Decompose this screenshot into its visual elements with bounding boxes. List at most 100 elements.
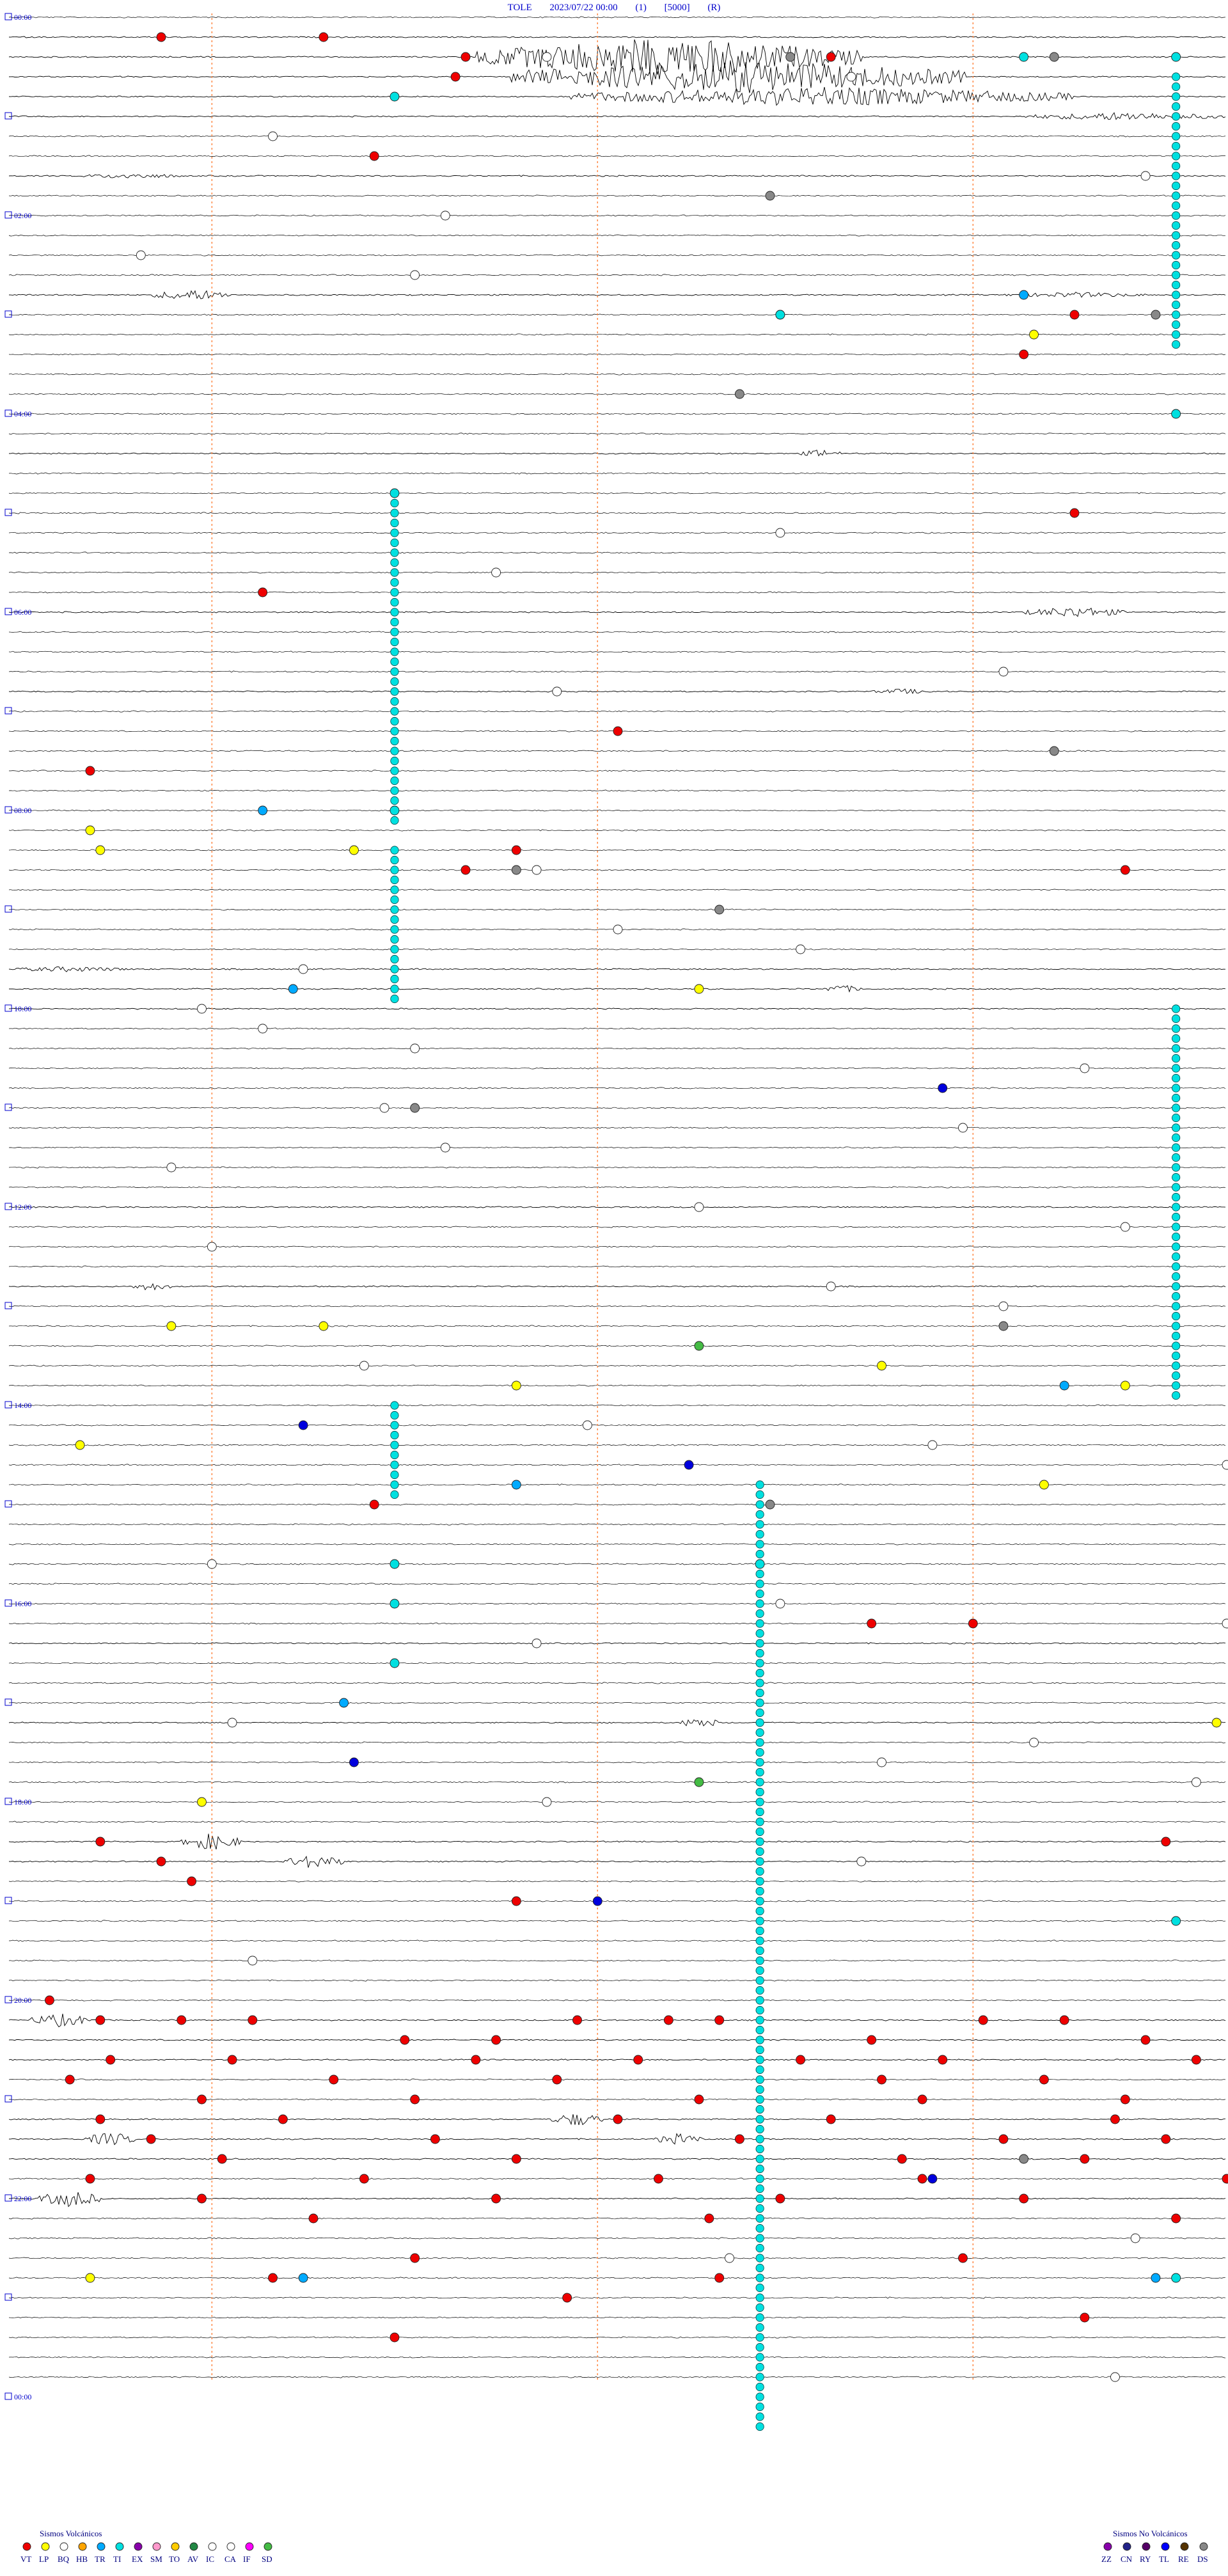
hour-label: 14:00 <box>14 1401 31 1410</box>
tremor-marker <box>755 2214 764 2223</box>
trace-row <box>8 1979 1226 1982</box>
trace-row <box>8 1087 1226 1089</box>
event-marker-lp <box>85 2273 95 2283</box>
tremor-marker <box>755 1718 764 1727</box>
event-marker-ic <box>410 270 420 280</box>
event-marker-ic <box>227 1718 237 1728</box>
tremor-marker <box>390 548 399 557</box>
event-marker-vt <box>1161 1837 1171 1847</box>
trace-row <box>8 908 1226 911</box>
tremor-marker <box>1172 1103 1181 1112</box>
legend-code-sm: SM <box>150 2554 162 2564</box>
trace-row <box>8 1283 1226 1291</box>
tremor-marker <box>755 2243 764 2253</box>
tremor-marker <box>1172 181 1181 191</box>
trace-row <box>8 1186 1226 1189</box>
event-marker-vt <box>258 587 268 597</box>
event-marker-ic <box>582 1420 592 1430</box>
tremor-marker <box>390 1430 399 1440</box>
trace-row <box>8 1821 1226 1823</box>
tremor-marker <box>1172 251 1181 260</box>
hour-label: 08:00 <box>14 806 31 815</box>
legend-group: Sismos Volcánicos VT LP BQ HB TR TI EX SM TO AV IC C… <box>20 2529 1208 2564</box>
tremor-marker <box>755 2382 764 2392</box>
tremor-marker <box>1172 1113 1181 1123</box>
legend-marker-ry <box>1142 2542 1151 2551</box>
event-marker-ic <box>775 1599 785 1609</box>
event-marker-vt <box>359 2174 369 2184</box>
event-marker-vt <box>146 2134 156 2144</box>
trace-row <box>8 1305 1226 1308</box>
tremor-marker <box>755 1520 764 1529</box>
legend-marker-zz <box>1103 2542 1112 2551</box>
trace-row <box>8 1107 1226 1109</box>
tremor-marker <box>1172 1153 1181 1162</box>
event-marker-ic <box>359 1361 369 1371</box>
event-marker-av <box>511 865 521 875</box>
event-marker-vt <box>511 845 521 855</box>
tremor-marker <box>1172 211 1181 220</box>
event-marker-vt <box>552 2074 562 2085</box>
event-marker-sd <box>694 1777 704 1787</box>
trace-row <box>8 829 1226 832</box>
event-marker-sd <box>694 1341 704 1351</box>
tremor-marker <box>755 2343 764 2352</box>
trace-row <box>8 2257 1226 2259</box>
tremor-marker <box>1172 1133 1181 1142</box>
tremor-marker <box>755 2422 764 2431</box>
trace-row <box>8 333 1226 336</box>
event-marker-vt <box>248 2015 258 2025</box>
trace-row <box>9 984 1226 993</box>
tremor-marker <box>1172 152 1181 161</box>
station-name: TOLE <box>507 3 532 13</box>
tremor-marker <box>755 2124 764 2134</box>
trace-row <box>8 1583 1226 1585</box>
tremor-marker <box>390 1441 399 1450</box>
hour-marker-box <box>4 1004 12 1012</box>
tremor-marker <box>390 558 399 567</box>
event-marker-vt <box>867 1618 877 1629</box>
time-label-group: 00:00 02:00 04:00 06:00 08:00 10:00 12:00 14:00… <box>4 13 31 2401</box>
event-marker-vt <box>319 32 329 42</box>
tremor-marker <box>1172 340 1181 349</box>
event-marker-av <box>734 389 744 399</box>
tremor-marker <box>1172 1064 1181 1073</box>
event-marker-ic <box>248 1956 258 1966</box>
half-hour-marker-box <box>4 1500 12 1508</box>
legend-code-re: RE <box>1178 2554 1189 2564</box>
event-marker-ic <box>268 131 278 141</box>
event-marker-lp <box>694 984 704 994</box>
scale: [5000] <box>664 3 690 13</box>
tremor-marker <box>390 588 399 597</box>
event-marker-vt <box>775 2193 785 2204</box>
tremor-marker <box>755 2045 764 2055</box>
event-marker-tr <box>339 1698 349 1708</box>
tremor-marker <box>755 2362 764 2372</box>
tremor-marker <box>755 1609 764 1618</box>
tremor-marker <box>755 1639 764 1648</box>
trace-row <box>8 2237 1226 2240</box>
tremor-marker <box>390 628 399 636</box>
tremor-marker <box>755 2095 764 2104</box>
event-marker-vt <box>410 2094 420 2105</box>
event-marker-lp <box>1039 1480 1049 1490</box>
event-marker-vt <box>156 1856 166 1867</box>
trace-row <box>8 234 1226 237</box>
tremor-marker <box>390 509 399 518</box>
tremor-marker <box>755 2323 764 2332</box>
event-marker-tr <box>258 805 268 816</box>
tremor-marker <box>755 1827 764 1837</box>
trace-row <box>8 1245 1226 1248</box>
hour-label: 12:00 <box>14 1203 31 1212</box>
event-marker-vt <box>572 2015 582 2025</box>
legend-marker-tr <box>97 2542 106 2551</box>
tremor-marker <box>1172 260 1181 270</box>
event-marker-ic <box>775 528 785 538</box>
tremor-marker <box>1172 72 1181 81</box>
tremor-marker <box>390 895 399 905</box>
tremor-marker <box>390 667 399 676</box>
tremor-marker <box>1172 1341 1181 1350</box>
hour-marker-box <box>4 211 12 219</box>
chart-header: TOLE 2023/07/22 00:00 (1) [5000] (R) <box>0 1 1228 14</box>
tremor-marker <box>1172 1322 1181 1331</box>
